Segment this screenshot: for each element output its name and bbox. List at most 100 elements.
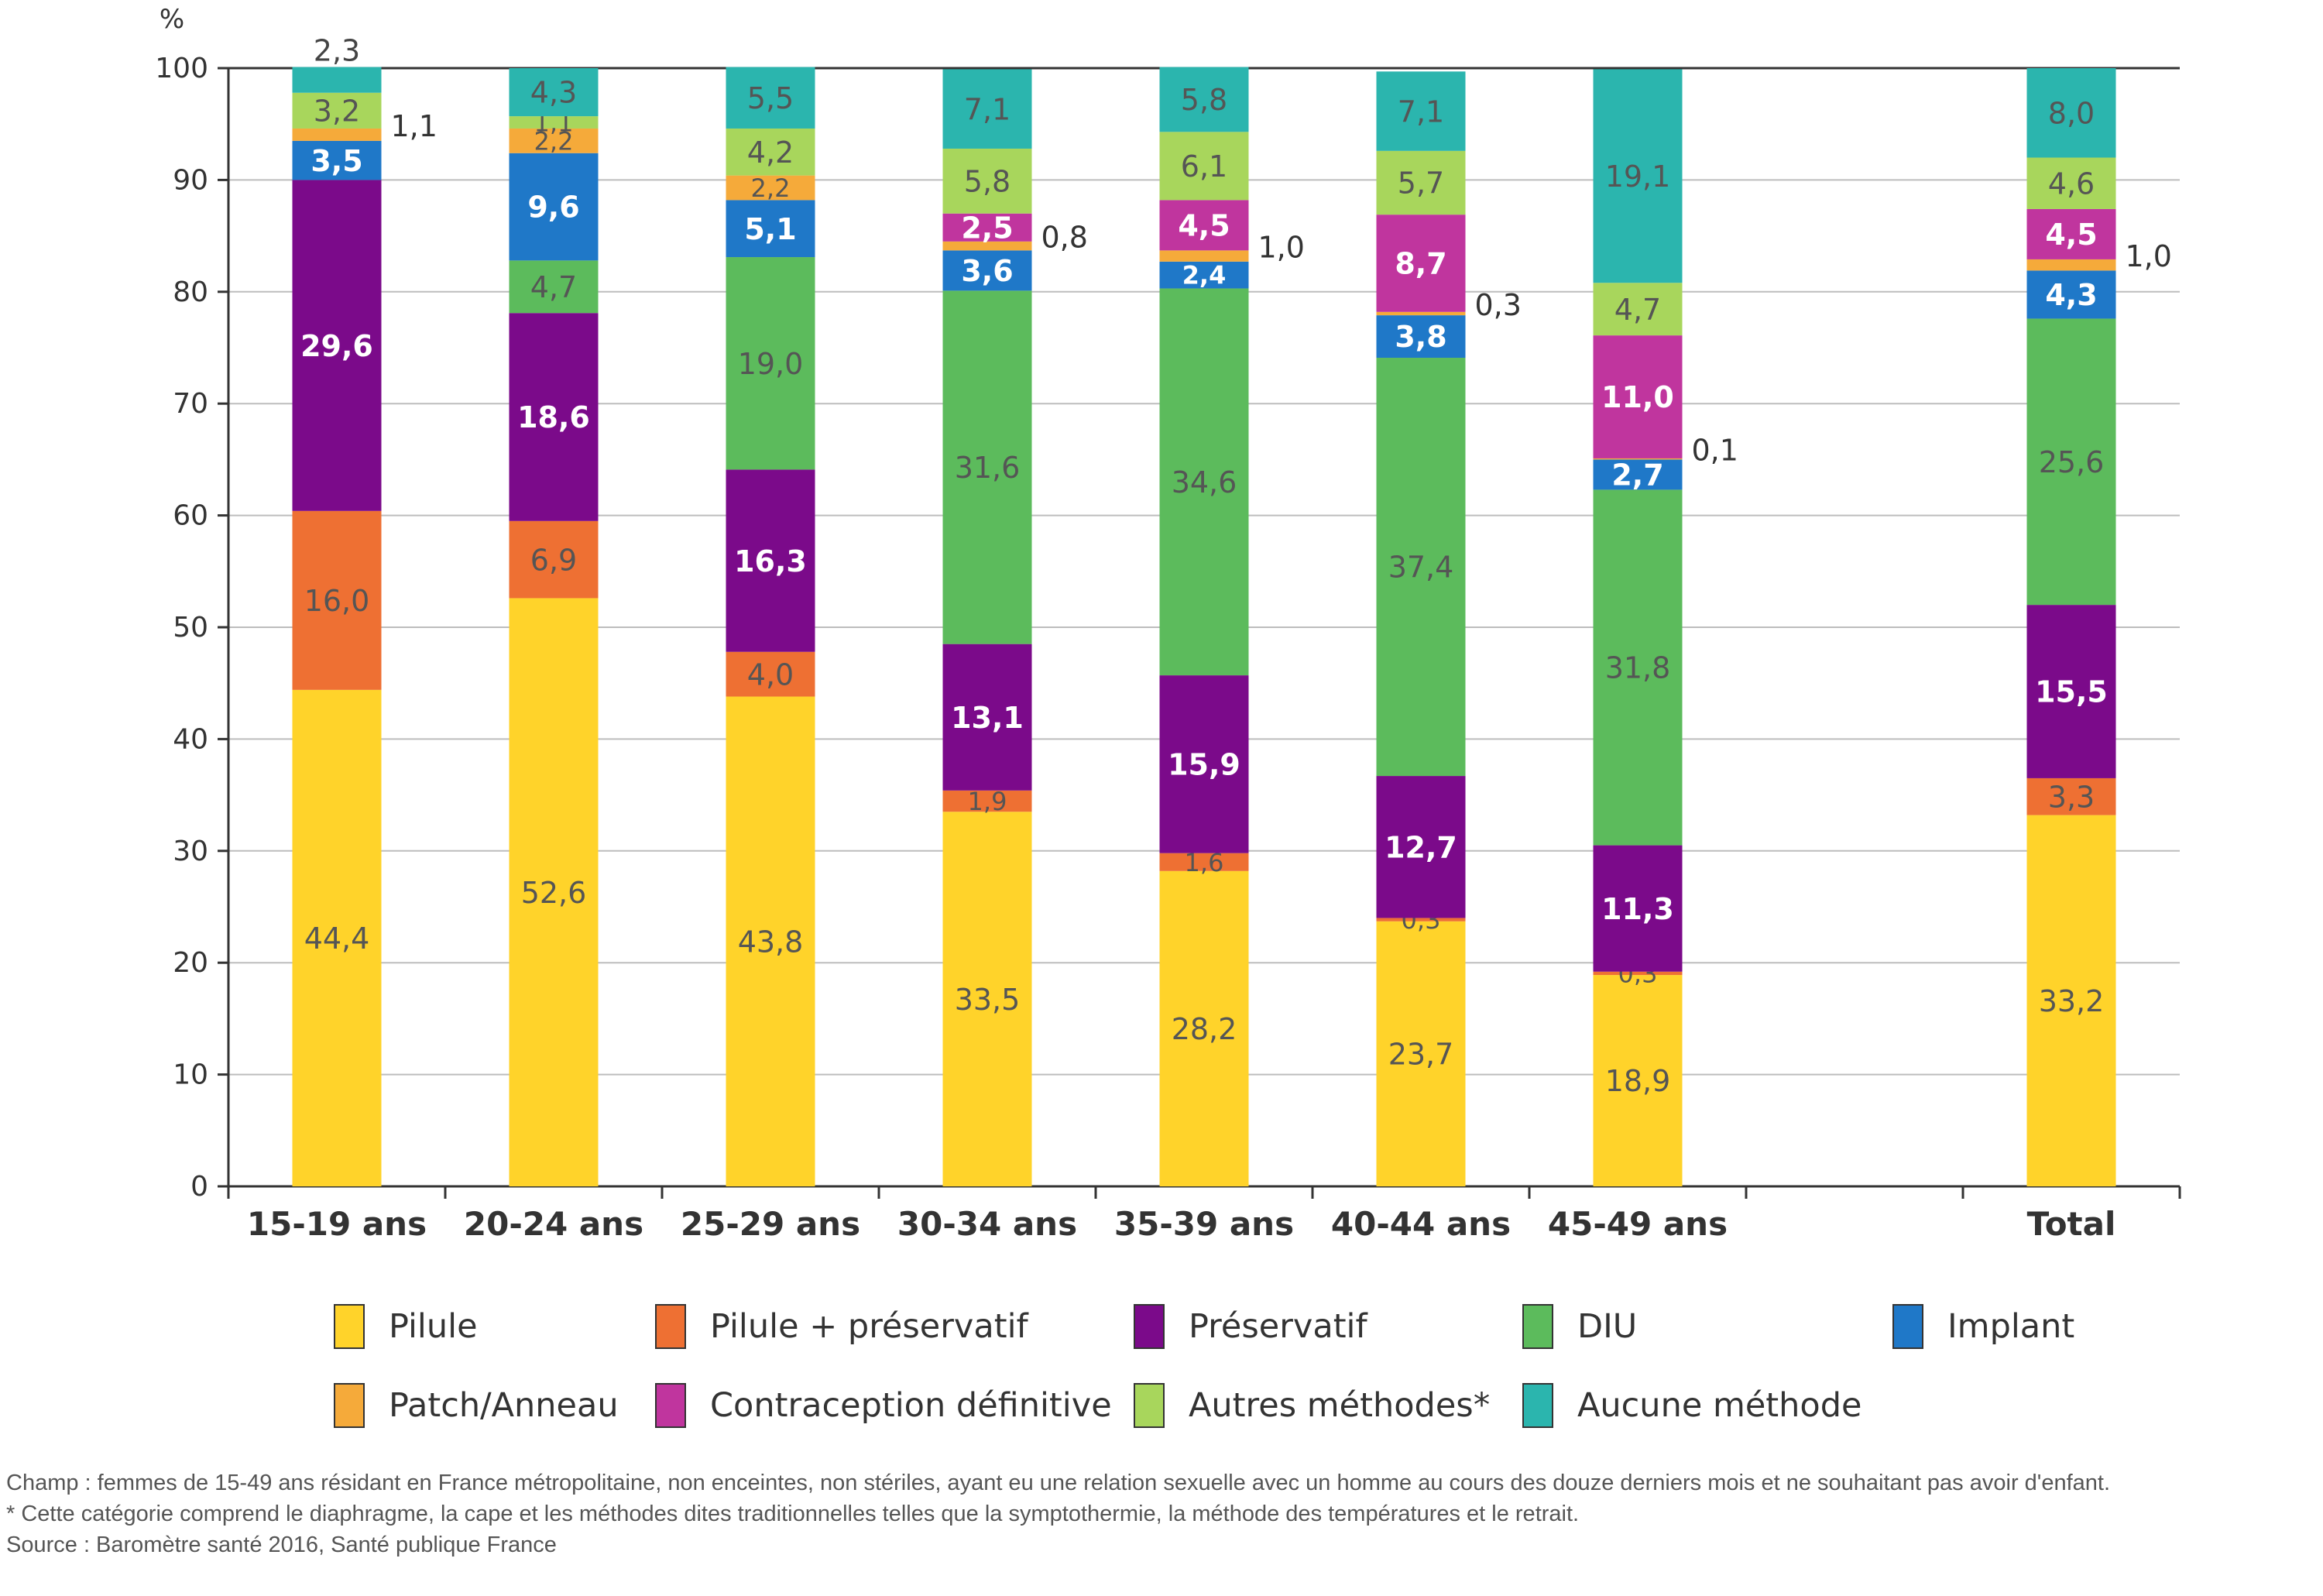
y-tick-label: 80 bbox=[173, 276, 208, 308]
bar-autres-methodes bbox=[292, 92, 382, 129]
bar-autres-methodes bbox=[1159, 132, 1249, 201]
bar-implant bbox=[1376, 315, 1466, 358]
y-tick-label: 60 bbox=[173, 500, 208, 532]
y-tick-label: 20 bbox=[173, 947, 208, 979]
data-label: 2,3 bbox=[314, 34, 360, 68]
y-tick-label: 0 bbox=[190, 1171, 208, 1203]
data-label: 4,3 bbox=[2045, 278, 2097, 312]
data-label: 18,6 bbox=[517, 400, 590, 434]
data-label: 34,6 bbox=[1172, 465, 1237, 499]
bar-patch-anneau bbox=[1593, 458, 1683, 460]
x-tick-label: 35-39 ans bbox=[1114, 1205, 1294, 1243]
data-label: 0,1 bbox=[1692, 434, 1738, 468]
data-label: 3,6 bbox=[961, 254, 1013, 288]
legend-label: Patch/Anneau bbox=[389, 1386, 619, 1425]
data-label: 33,5 bbox=[955, 983, 1021, 1017]
data-label: 4,6 bbox=[2048, 166, 2095, 201]
data-label: 5,1 bbox=[744, 212, 796, 246]
x-tick-label: 45-49 ans bbox=[1548, 1205, 1728, 1243]
data-label: 19,1 bbox=[1605, 160, 1671, 194]
data-label: 5,8 bbox=[964, 165, 1011, 199]
bar-aucune-methode bbox=[1376, 71, 1466, 151]
data-label: 11,3 bbox=[1601, 892, 1674, 926]
bar-patch-anneau bbox=[509, 128, 599, 153]
legend-label: Pilule bbox=[389, 1307, 478, 1346]
bar-contraception-definitive bbox=[1593, 335, 1683, 458]
data-label: 6,9 bbox=[530, 543, 577, 577]
legend-swatch-diu bbox=[1522, 1304, 1553, 1349]
data-label: 23,7 bbox=[1388, 1038, 1454, 1072]
bar-pilule bbox=[1159, 870, 1249, 1186]
bar-aucune-methode bbox=[726, 67, 815, 129]
bar-patch-anneau bbox=[2026, 259, 2116, 271]
bar-implant bbox=[1593, 459, 1683, 490]
bar-patch-anneau bbox=[292, 128, 382, 141]
data-label: 8,7 bbox=[1395, 247, 1446, 281]
data-label: 31,8 bbox=[1605, 651, 1671, 685]
champ-note: Champ : femmes de 15-49 ans résidant en … bbox=[6, 1471, 2111, 1495]
data-label: 19,0 bbox=[738, 347, 804, 381]
bar-autres-methodes bbox=[509, 116, 599, 129]
bar-contraception-definitive bbox=[942, 213, 1032, 242]
legend-label: Contraception définitive bbox=[710, 1386, 1112, 1425]
bar-implant bbox=[2026, 270, 2116, 319]
x-tick-label: 25-29 ans bbox=[681, 1205, 860, 1243]
data-label: 2,7 bbox=[1611, 458, 1663, 493]
data-label: 31,6 bbox=[955, 451, 1021, 485]
bar-pilule-preservatif bbox=[726, 651, 815, 697]
bar-pilule bbox=[1593, 975, 1683, 1186]
data-label: 4,5 bbox=[1178, 209, 1230, 243]
footnote: * Cette catégorie comprend le diaphragme… bbox=[6, 1502, 1580, 1526]
bar-aucune-methode bbox=[292, 67, 382, 93]
legend-swatch-pilule bbox=[334, 1304, 365, 1349]
data-label: 25,6 bbox=[2039, 445, 2105, 479]
data-label: 44,4 bbox=[304, 922, 370, 956]
chart-notes: Champ : femmes de 15-49 ans résidant en … bbox=[6, 1467, 2318, 1560]
bar-diu bbox=[1593, 489, 1683, 846]
legend-swatch-aucune-methode bbox=[1522, 1383, 1553, 1428]
bar-pilule bbox=[509, 598, 599, 1186]
legend-label: Aucune méthode bbox=[1577, 1386, 1861, 1425]
x-tick-label: 20-24 ans bbox=[464, 1205, 643, 1243]
legend-label: Préservatif bbox=[1189, 1307, 1368, 1346]
data-label: 5,8 bbox=[1181, 83, 1227, 117]
data-label: 4,5 bbox=[2045, 218, 2097, 252]
bar-diu bbox=[726, 257, 815, 470]
y-tick-label: 30 bbox=[173, 836, 208, 867]
bar-contraception-definitive bbox=[2026, 208, 2116, 259]
data-label: 2,4 bbox=[1182, 261, 1227, 290]
bar-autres-methodes bbox=[1593, 283, 1683, 336]
bar-pilule bbox=[726, 696, 815, 1186]
bar-patch-anneau bbox=[726, 175, 815, 201]
bar-pilule bbox=[292, 689, 382, 1186]
data-label: 1,0 bbox=[2126, 239, 2172, 273]
legend-label: Pilule + préservatif bbox=[710, 1307, 1029, 1346]
data-label: 6,1 bbox=[1181, 149, 1227, 184]
data-label: 52,6 bbox=[521, 876, 587, 910]
bar-diu bbox=[942, 290, 1032, 644]
bar-preservatif bbox=[726, 469, 815, 652]
data-label: 9,6 bbox=[527, 190, 579, 225]
data-label: 0,3 bbox=[1475, 288, 1522, 322]
y-tick-label: 10 bbox=[173, 1059, 208, 1091]
bar-pilule-preservatif bbox=[292, 510, 382, 690]
y-tick-label: 40 bbox=[173, 723, 208, 755]
data-label: 7,1 bbox=[964, 92, 1011, 126]
data-label: 4,0 bbox=[747, 657, 794, 692]
y-axis-label: % bbox=[160, 4, 184, 35]
bar-aucune-methode bbox=[509, 68, 599, 117]
bar-pilule-preservatif bbox=[2026, 777, 2116, 815]
bar-pilule-preservatif bbox=[1593, 971, 1683, 976]
bar-preservatif bbox=[942, 644, 1032, 791]
data-label: 0,8 bbox=[1041, 221, 1088, 255]
bar-implant bbox=[292, 140, 382, 180]
y-tick-label: 90 bbox=[173, 164, 208, 196]
bar-preservatif bbox=[1159, 675, 1249, 853]
data-label: 4,2 bbox=[747, 136, 794, 170]
data-label: 4,7 bbox=[1614, 293, 1661, 327]
data-label: 3,3 bbox=[2048, 780, 2095, 814]
bar-autres-methodes bbox=[942, 148, 1032, 214]
bar-implant bbox=[509, 153, 599, 261]
bar-autres-methodes bbox=[1376, 150, 1466, 215]
legend-swatch-autres-methodes bbox=[1134, 1383, 1165, 1428]
